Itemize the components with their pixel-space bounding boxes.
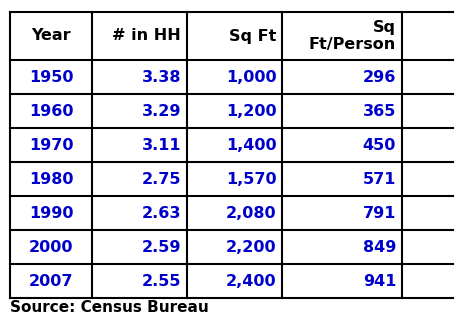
Text: 450: 450: [363, 138, 396, 153]
Text: 1,200: 1,200: [226, 104, 276, 119]
Text: Sq
Ft/Person: Sq Ft/Person: [309, 20, 396, 52]
Text: 2.59: 2.59: [142, 239, 181, 255]
Text: 791: 791: [363, 205, 396, 220]
Text: 2007: 2007: [29, 274, 73, 289]
Text: 1,000: 1,000: [226, 69, 276, 85]
Text: 2,080: 2,080: [226, 205, 276, 220]
Text: 1,570: 1,570: [226, 171, 276, 186]
Text: 365: 365: [363, 104, 396, 119]
Text: 296: 296: [363, 69, 396, 85]
Text: Year: Year: [31, 28, 71, 43]
Text: 1960: 1960: [29, 104, 73, 119]
Text: 1970: 1970: [29, 138, 73, 153]
Text: 1,400: 1,400: [226, 138, 276, 153]
Text: 2.75: 2.75: [142, 171, 181, 186]
Text: 2,200: 2,200: [226, 239, 276, 255]
Text: 2.63: 2.63: [142, 205, 181, 220]
Text: 3.29: 3.29: [142, 104, 181, 119]
Text: 849: 849: [363, 239, 396, 255]
Text: 1950: 1950: [29, 69, 73, 85]
Text: 3.11: 3.11: [142, 138, 181, 153]
Text: 1990: 1990: [29, 205, 73, 220]
Text: 2000: 2000: [29, 239, 73, 255]
Text: 1980: 1980: [29, 171, 73, 186]
Text: 2,400: 2,400: [226, 274, 276, 289]
Text: 571: 571: [363, 171, 396, 186]
Text: 3.38: 3.38: [142, 69, 181, 85]
Text: 2.55: 2.55: [142, 274, 181, 289]
Text: # in HH: # in HH: [113, 28, 181, 43]
Text: Source: Census Bureau: Source: Census Bureau: [10, 300, 209, 315]
Text: Sq Ft: Sq Ft: [229, 28, 276, 43]
Text: 941: 941: [363, 274, 396, 289]
